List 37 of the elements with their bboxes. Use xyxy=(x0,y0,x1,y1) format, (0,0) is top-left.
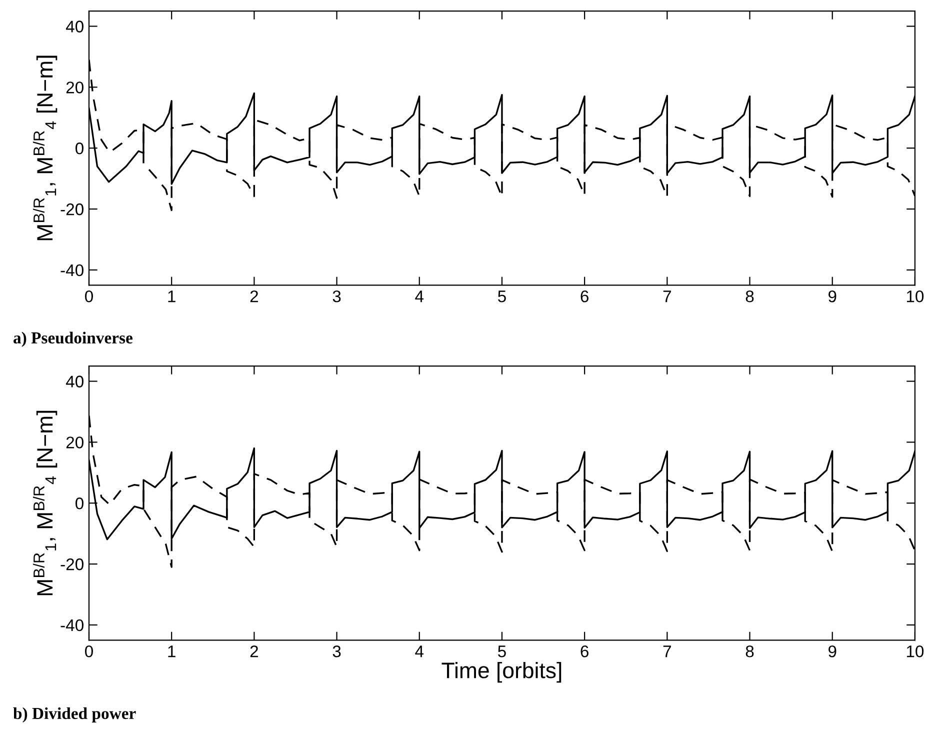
x-tick-label: 1 xyxy=(168,646,176,658)
x-tick-label: 4 xyxy=(415,646,424,658)
x-tick-label: 9 xyxy=(828,290,836,302)
x-tick-label: 4 xyxy=(415,290,424,302)
y-tick-label: 40 xyxy=(66,20,84,32)
x-tick-label: 7 xyxy=(663,646,671,658)
x-axis-title: Time [orbits] xyxy=(442,662,562,683)
x-tick-label: 5 xyxy=(498,646,506,658)
x-tick-label: 2 xyxy=(250,290,258,302)
x-tick-label: 10 xyxy=(906,645,924,658)
x-tick-label: 6 xyxy=(580,645,588,658)
x-tick-label: 6 xyxy=(580,290,588,302)
y-tick-label: -20 xyxy=(60,203,84,216)
y-axis-title: M$^{B/R}$$_{1}$, M$^{B/R}$$_{4}$ [N−m] xyxy=(33,56,58,240)
x-tick-label: 5 xyxy=(498,290,506,302)
x-tick-label: 2 xyxy=(250,645,258,658)
x-tick-label: 1 xyxy=(168,290,176,302)
text: a) Pseudoinverse xyxy=(14,332,132,347)
y-tick-label: 0 xyxy=(76,142,84,154)
x-tick-label: 3 xyxy=(332,645,341,658)
y-tick-label: -20 xyxy=(60,558,84,570)
y-tick-label: 20 xyxy=(66,436,84,448)
x-tick-label: 0 xyxy=(85,645,93,658)
text: b) Divided power xyxy=(13,707,136,722)
y-tick-label: -40 xyxy=(60,264,84,276)
y-tick-label: 20 xyxy=(66,82,84,94)
x-tick-label: 8 xyxy=(746,290,754,302)
x-tick-label: 9 xyxy=(828,645,836,658)
x-tick-label: 0 xyxy=(85,290,93,302)
y-tick-label: 40 xyxy=(66,376,84,388)
x-tick-label: 8 xyxy=(746,645,754,658)
y-tick-label: 0 xyxy=(76,498,84,510)
x-tick-label: 3 xyxy=(332,290,341,302)
y-axis-title: M$^{B/R}$$_{1}$, M$^{B/R}$$_{4}$ [N−m] xyxy=(33,410,58,596)
x-tick-label: 7 xyxy=(663,290,671,302)
x-tick-label: 10 xyxy=(906,290,924,302)
y-tick-label: -40 xyxy=(60,619,84,632)
